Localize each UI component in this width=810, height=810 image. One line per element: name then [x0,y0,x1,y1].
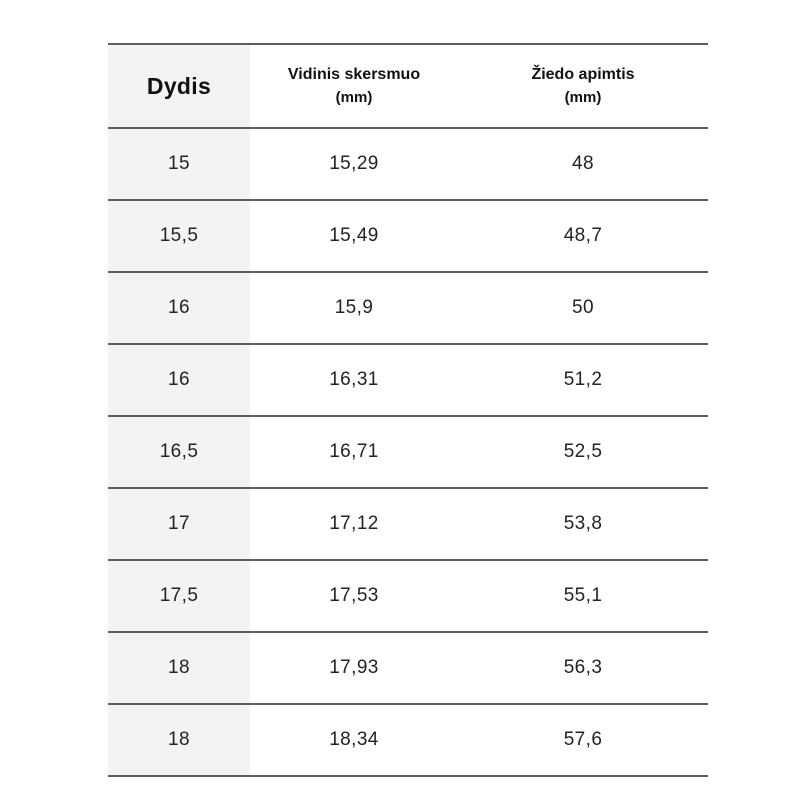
size-cell: 15,5 [108,200,250,272]
circumference-cell: 53,8 [563,513,603,534]
table-header: Dydis Vidinis skersmuo (mm) Žiedo apimti… [108,44,708,128]
table-row: 18 17,93 56,3 [108,632,708,704]
diameter-cell: 16,71 [329,441,379,462]
table-row: 17,5 17,53 55,1 [108,560,708,632]
size-cell: 17,5 [108,560,250,632]
circumference-cell: 48 [572,153,594,174]
diameter-cell: 17,12 [329,513,379,534]
diameter-cell: 15,49 [329,225,379,246]
column-header-unit: (mm) [564,88,602,106]
diameter-cell: 15,29 [329,153,379,174]
ring-size-table: Dydis Vidinis skersmuo (mm) Žiedo apimti… [108,43,708,777]
circumference-cell: 50 [572,297,594,318]
circumference-cell: 56,3 [563,657,603,678]
table-row: 15,5 15,49 48,7 [108,200,708,272]
size-cell: 16 [108,344,250,416]
diameter-cell: 15,9 [334,297,374,318]
column-header-vidinis-skersmuo: Vidinis skersmuo (mm) [250,44,458,128]
table-body: 15 15,29 48 15,5 15,49 48,7 16 15,9 50 1… [108,128,708,776]
circumference-cell: 55,1 [563,585,603,606]
size-cell: 18 [108,704,250,776]
table-row: 18 18,34 57,6 [108,704,708,776]
diameter-cell: 16,31 [329,369,379,390]
size-cell: 18 [108,632,250,704]
column-header-ziedo-apimtis: Žiedo apimtis (mm) [458,44,708,128]
table-row: 16,5 16,71 52,5 [108,416,708,488]
column-header-unit: (mm) [335,88,373,106]
size-cell: 16,5 [108,416,250,488]
circumference-cell: 52,5 [563,441,603,462]
column-header-label: Žiedo apimtis [531,65,635,83]
table-row: 16 16,31 51,2 [108,344,708,416]
size-cell: 16 [108,272,250,344]
table-row: 16 15,9 50 [108,272,708,344]
diameter-cell: 18,34 [329,729,379,750]
size-cell: 15 [108,128,250,200]
diameter-cell: 17,53 [329,585,379,606]
table-row: 17 17,12 53,8 [108,488,708,560]
circumference-cell: 51,2 [563,369,603,390]
header-row: Dydis Vidinis skersmuo (mm) Žiedo apimti… [108,44,708,128]
diameter-cell: 17,93 [329,657,379,678]
size-cell: 17 [108,488,250,560]
circumference-cell: 57,6 [563,729,603,750]
circumference-cell: 48,7 [563,225,603,246]
column-header-dydis: Dydis [108,44,250,128]
table-row: 15 15,29 48 [108,128,708,200]
column-header-label: Vidinis skersmuo [287,65,421,83]
